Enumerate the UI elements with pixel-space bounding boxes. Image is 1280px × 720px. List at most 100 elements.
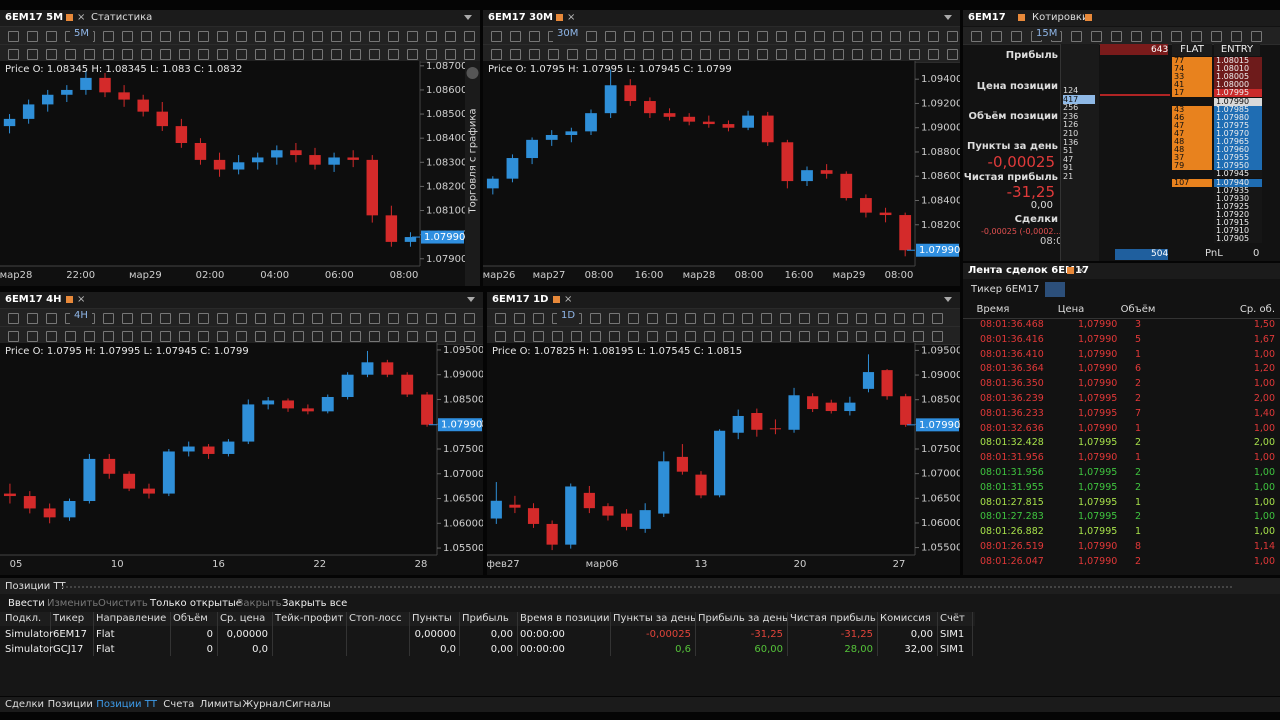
toolbar-icon[interactable] <box>1071 31 1082 42</box>
toolbar-icon[interactable] <box>198 49 209 60</box>
toolbar-icon[interactable] <box>255 331 266 342</box>
toolbar-icon[interactable] <box>255 31 266 42</box>
footer-tab[interactable]: Позиции ТТ <box>96 699 157 710</box>
tab-title[interactable]: 6EM17 4H <box>5 294 62 305</box>
toolbar-icon[interactable] <box>426 31 437 42</box>
toolbar-icon[interactable] <box>856 331 867 342</box>
toolbar-icon[interactable] <box>799 331 810 342</box>
toolbar-icon[interactable] <box>103 313 114 324</box>
toolbar-icon[interactable] <box>255 49 266 60</box>
toolbar-icon[interactable] <box>947 49 958 60</box>
toolbar-icon[interactable] <box>1151 31 1162 42</box>
toolbar-icon[interactable] <box>46 313 57 324</box>
toolbar-icon[interactable] <box>27 49 38 60</box>
tab-close[interactable]: × <box>564 294 573 305</box>
ticker-selector[interactable]: Тикер 6EM17 <box>971 284 1040 295</box>
toolbar-icon[interactable] <box>369 331 380 342</box>
toolbar-icon[interactable] <box>274 313 285 324</box>
toolbar-icon[interactable] <box>662 49 673 60</box>
toolbar-icon[interactable] <box>141 331 152 342</box>
toolbar-icon[interactable] <box>1191 31 1202 42</box>
toolbar-icon[interactable] <box>776 49 787 60</box>
toolbar-icon[interactable] <box>8 313 19 324</box>
panel-menu[interactable] <box>467 297 475 302</box>
toolbar-icon[interactable] <box>647 331 658 342</box>
toolbar-icon[interactable] <box>548 49 559 60</box>
toolbar-icon[interactable] <box>445 331 456 342</box>
toolbar-icon[interactable] <box>681 49 692 60</box>
toolbar-icon[interactable] <box>875 331 886 342</box>
toolbar-icon[interactable] <box>719 31 730 42</box>
toolbar-icon[interactable] <box>160 313 171 324</box>
toolbar-icon[interactable] <box>179 31 190 42</box>
toolbar-icon[interactable] <box>590 331 601 342</box>
toolbar-icon[interactable] <box>909 31 920 42</box>
toolbar-icon[interactable] <box>426 313 437 324</box>
action-button[interactable]: Закрыть все <box>282 598 348 609</box>
toolbar-icon[interactable] <box>628 313 639 324</box>
toolbar-icon[interactable] <box>605 49 616 60</box>
toolbar-icon[interactable] <box>491 31 502 42</box>
toolbar-icon[interactable] <box>122 313 133 324</box>
toolbar-icon[interactable] <box>704 331 715 342</box>
toolbar-icon[interactable] <box>510 31 521 42</box>
toolbar-icon[interactable] <box>609 331 620 342</box>
toolbar-icon[interactable] <box>464 331 475 342</box>
toolbar-icon[interactable] <box>27 331 38 342</box>
toolbar-icon[interactable] <box>624 31 635 42</box>
tab-close[interactable]: × <box>77 12 86 23</box>
toolbar-icon[interactable] <box>837 331 848 342</box>
settings-button[interactable] <box>1045 282 1065 297</box>
toolbar-icon[interactable] <box>179 313 190 324</box>
toolbar-icon[interactable] <box>84 49 95 60</box>
toolbar-icon[interactable] <box>255 313 266 324</box>
toolbar-icon[interactable] <box>407 313 418 324</box>
toolbar-icon[interactable] <box>685 313 696 324</box>
toolbar-icon[interactable] <box>643 49 654 60</box>
toolbar-icon[interactable] <box>65 49 76 60</box>
toolbar-icon[interactable] <box>1131 31 1142 42</box>
toolbar-icon[interactable] <box>1091 31 1102 42</box>
action-button[interactable]: Очистить <box>98 598 148 609</box>
toolbar-icon[interactable] <box>1171 31 1182 42</box>
tab-title[interactable]: 6EM17 1D <box>492 294 549 305</box>
toolbar-icon[interactable] <box>141 49 152 60</box>
toolbar-icon[interactable] <box>928 49 939 60</box>
toolbar-icon[interactable] <box>445 31 456 42</box>
toolbar-icon[interactable] <box>719 49 730 60</box>
toolbar-icon[interactable] <box>274 31 285 42</box>
timeframe-button[interactable]: 15M <box>1033 28 1061 40</box>
toolbar-icon[interactable] <box>1211 31 1222 42</box>
toolbar-icon[interactable] <box>875 313 886 324</box>
toolbar-icon[interactable] <box>27 31 38 42</box>
toolbar-icon[interactable] <box>236 331 247 342</box>
action-button[interactable]: Только открытые <box>150 598 242 609</box>
toolbar-icon[interactable] <box>160 31 171 42</box>
tab-title[interactable]: Статистика <box>91 12 153 23</box>
toolbar-icon[interactable] <box>407 331 418 342</box>
toolbar-icon[interactable] <box>1251 31 1262 42</box>
timeframe-button[interactable]: 1D <box>557 310 580 325</box>
toolbar-icon[interactable] <box>586 31 597 42</box>
tab-title[interactable]: 6EM17 30M <box>488 12 554 23</box>
toolbar-icon[interactable] <box>445 313 456 324</box>
toolbar-icon[interactable] <box>388 31 399 42</box>
toolbar-icon[interactable] <box>46 49 57 60</box>
toolbar-icon[interactable] <box>586 49 597 60</box>
toolbar-icon[interactable] <box>331 31 342 42</box>
toolbar-icon[interactable] <box>894 313 905 324</box>
toolbar-icon[interactable] <box>369 313 380 324</box>
panel-menu[interactable] <box>464 15 472 20</box>
footer-tab[interactable]: Журнал <box>242 699 285 710</box>
toolbar-icon[interactable] <box>814 49 825 60</box>
toolbar-icon[interactable] <box>913 313 924 324</box>
toolbar-icon[interactable] <box>890 49 901 60</box>
toolbar-icon[interactable] <box>198 31 209 42</box>
toolbar-icon[interactable] <box>605 31 616 42</box>
toolbar-icon[interactable] <box>495 331 506 342</box>
timeframe-button[interactable]: 30M <box>553 28 583 43</box>
tab-close[interactable]: × <box>1077 265 1086 276</box>
toolbar-icon[interactable] <box>312 31 323 42</box>
toolbar-icon[interactable] <box>8 331 19 342</box>
toolbar-icon[interactable] <box>685 331 696 342</box>
